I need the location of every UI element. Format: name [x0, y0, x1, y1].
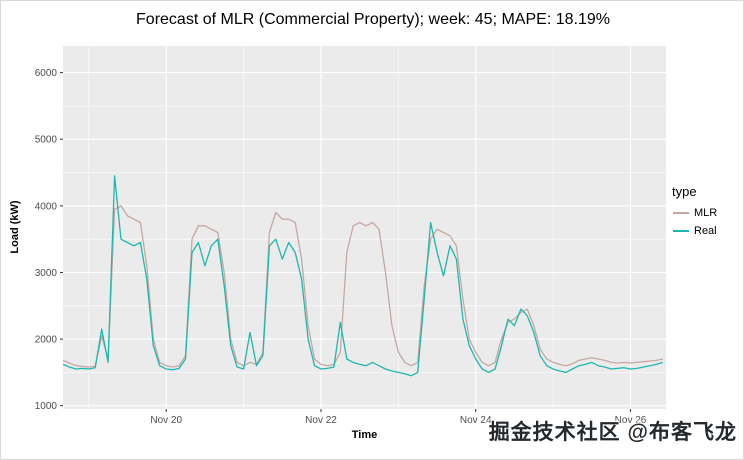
- svg-text:3000: 3000: [35, 268, 58, 279]
- legend-label-real: Real: [694, 225, 717, 237]
- svg-text:Nov 24: Nov 24: [460, 415, 492, 426]
- svg-text:4000: 4000: [35, 201, 58, 212]
- svg-text:Nov 20: Nov 20: [150, 415, 182, 426]
- svg-text:2000: 2000: [35, 335, 58, 346]
- mlr-line-key-icon: [672, 205, 690, 221]
- x-axis-title: Time: [351, 429, 378, 441]
- svg-text:Nov 26: Nov 26: [615, 415, 647, 426]
- y-axis-title: Load (kW): [9, 200, 21, 254]
- legend: type MLR Real: [672, 184, 717, 240]
- svg-text:6000: 6000: [35, 68, 58, 79]
- svg-text:5000: 5000: [35, 135, 58, 146]
- legend-item-real: Real: [672, 222, 717, 240]
- real-line-key-icon: [672, 223, 690, 239]
- legend-item-mlr: MLR: [672, 204, 717, 222]
- legend-label-mlr: MLR: [694, 207, 718, 219]
- legend-title: type: [672, 184, 697, 199]
- watermark: 掘金技术社区 @布客飞龙: [488, 421, 737, 444]
- svg-text:Nov 22: Nov 22: [305, 415, 337, 426]
- chart-title: Forecast of MLR (Commercial Property); w…: [136, 11, 610, 28]
- svg-text:1000: 1000: [35, 401, 58, 412]
